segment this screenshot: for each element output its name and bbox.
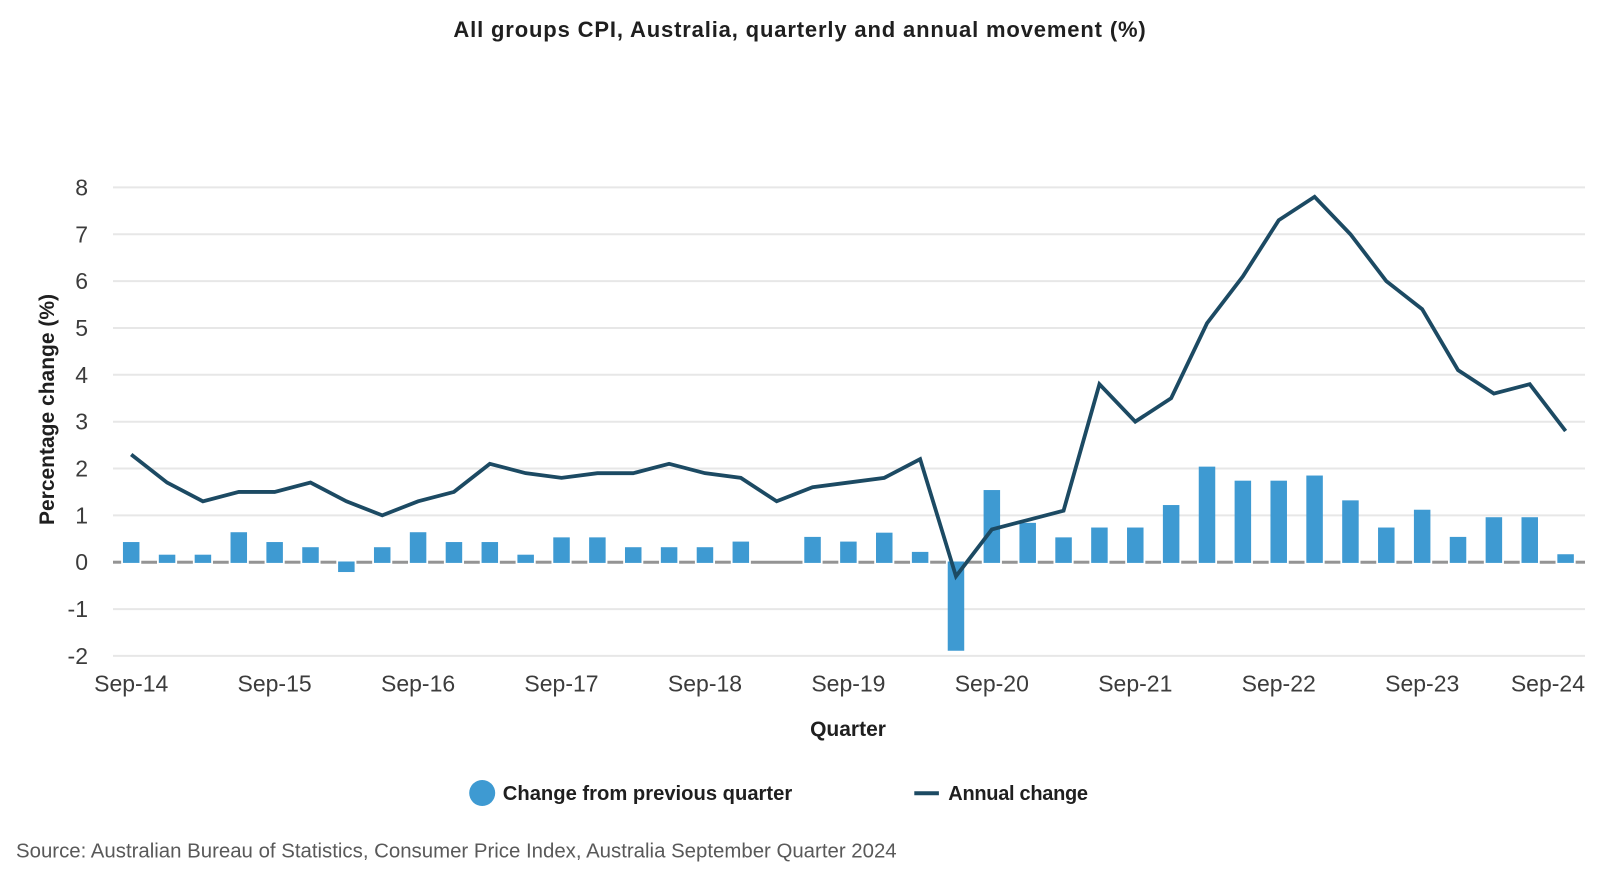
svg-text:0: 0 (75, 549, 88, 575)
svg-text:Sep-15: Sep-15 (238, 671, 312, 697)
svg-text:Quarter: Quarter (810, 718, 886, 741)
svg-text:8: 8 (75, 174, 88, 200)
svg-text:Sep-18: Sep-18 (668, 671, 742, 697)
svg-text:1: 1 (75, 502, 88, 528)
svg-text:2: 2 (75, 456, 88, 482)
svg-text:7: 7 (75, 221, 88, 247)
svg-text:-2: -2 (68, 643, 88, 669)
svg-text:Sep-19: Sep-19 (811, 671, 885, 697)
svg-text:All groups CPI, Australia, qua: All groups CPI, Australia, quarterly and… (453, 17, 1146, 42)
svg-text:Sep-23: Sep-23 (1385, 671, 1459, 697)
svg-text:3: 3 (75, 409, 88, 435)
svg-text:Sep-24: Sep-24 (1511, 671, 1585, 697)
svg-text:Sep-16: Sep-16 (381, 671, 455, 697)
svg-text:Sep-17: Sep-17 (524, 671, 598, 697)
svg-text:-1: -1 (68, 596, 88, 622)
svg-text:Source: Australian Bureau of S: Source: Australian Bureau of Statistics,… (16, 840, 897, 862)
svg-text:Sep-21: Sep-21 (1098, 671, 1172, 697)
svg-text:Percentage change (%): Percentage change (%) (36, 294, 59, 525)
svg-text:Sep-20: Sep-20 (955, 671, 1029, 697)
svg-text:5: 5 (75, 315, 88, 341)
svg-text:Sep-22: Sep-22 (1242, 671, 1316, 697)
svg-text:Change from previous quarter: Change from previous quarter (503, 783, 793, 805)
svg-text:Annual change: Annual change (948, 783, 1088, 805)
svg-text:6: 6 (75, 268, 88, 294)
svg-text:4: 4 (75, 362, 88, 388)
svg-text:Sep-14: Sep-14 (94, 671, 168, 697)
